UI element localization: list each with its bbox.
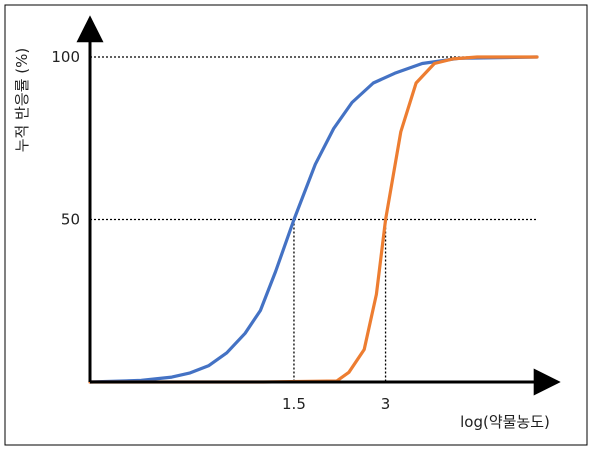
series-line-0	[88, 55, 539, 384]
series-lines	[88, 55, 539, 384]
series-line-1	[88, 55, 539, 384]
figure-frame	[4, 4, 588, 446]
x-tick-label-1: 3	[381, 395, 391, 413]
x-tick-labels: 1.5 3	[282, 395, 390, 413]
y-tick-label-1: 100	[51, 48, 80, 66]
x-tick-label-0: 1.5	[282, 395, 306, 413]
x-axis-label: log(약물농도)	[460, 413, 550, 431]
reference-lines	[90, 56, 537, 382]
y-tick-labels: 50 100	[51, 48, 80, 229]
y-axis-label: 누적 반응률 (%)	[13, 48, 31, 153]
y-tick-label-0: 50	[61, 211, 80, 229]
